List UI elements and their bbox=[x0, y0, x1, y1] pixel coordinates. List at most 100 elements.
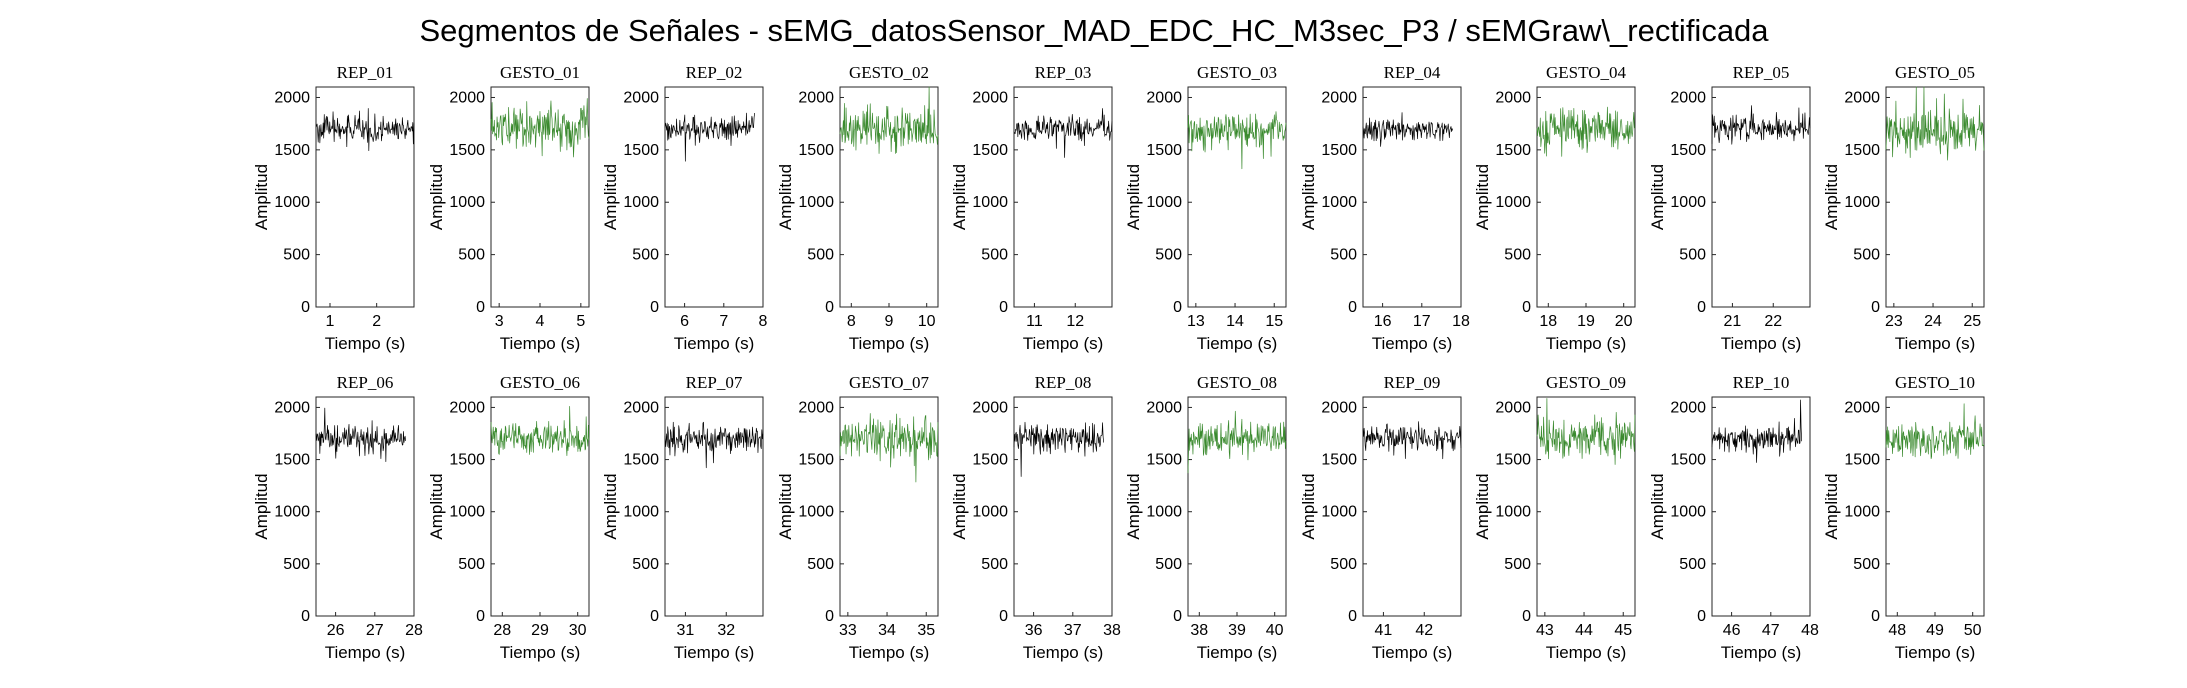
y-tick-label: 1000 bbox=[1670, 504, 1706, 521]
axes-box bbox=[839, 86, 939, 308]
y-axis-label: Amplitud bbox=[1124, 164, 1143, 230]
y-tick-label: 2000 bbox=[1495, 89, 1531, 106]
axes-box bbox=[1711, 396, 1811, 617]
signal-trace-rep-06 bbox=[315, 407, 406, 463]
y-axis-label: Amplitud bbox=[252, 164, 271, 230]
subplot-rep-01: REP_01 0 500 1000 1500 2000 1 2 Tiempo (s) Amplit… bbox=[252, 63, 415, 353]
axes-box bbox=[839, 396, 939, 617]
axes-box bbox=[1187, 396, 1287, 617]
y-tick-label: 1000 bbox=[972, 504, 1008, 521]
subplot-rep-10: REP_10 0 500 1000 1500 2000 46 47 48 Tiempo (s) Am… bbox=[1648, 373, 1819, 662]
x-tick-label: 9 bbox=[885, 313, 894, 330]
y-tick-label: 2000 bbox=[1670, 399, 1706, 416]
y-tick-label: 0 bbox=[301, 608, 310, 625]
subplot-title: REP_02 bbox=[686, 63, 743, 82]
y-tick-label: 1000 bbox=[1844, 194, 1880, 211]
x-axis-label: Tiempo (s) bbox=[1372, 334, 1453, 353]
y-axis-label: Amplitud bbox=[427, 473, 446, 539]
x-tick-label: 44 bbox=[1575, 622, 1593, 639]
y-tick-label: 2000 bbox=[1321, 399, 1357, 416]
y-axis-label: Amplitud bbox=[776, 473, 795, 539]
subplot-title: REP_04 bbox=[1384, 63, 1441, 82]
y-axis-label: Amplitud bbox=[601, 473, 620, 539]
y-tick-label: 500 bbox=[1504, 556, 1531, 573]
y-tick-label: 2000 bbox=[798, 399, 834, 416]
x-tick-label: 37 bbox=[1064, 622, 1082, 639]
x-tick-label: 27 bbox=[366, 622, 384, 639]
x-tick-label: 45 bbox=[1614, 622, 1632, 639]
axes-box bbox=[664, 396, 764, 617]
y-tick-label: 0 bbox=[476, 608, 485, 625]
axes-box bbox=[1711, 86, 1811, 308]
x-tick-label: 43 bbox=[1536, 622, 1554, 639]
subplot-title: GESTO_05 bbox=[1895, 63, 1975, 82]
axes-box bbox=[490, 396, 590, 617]
y-tick-label: 2000 bbox=[449, 89, 485, 106]
subplot-gesto-09: GESTO_09 0 500 1000 1500 2000 43 44 45 Tiempo (s)… bbox=[1473, 373, 1636, 662]
x-tick-label: 7 bbox=[719, 313, 728, 330]
y-tick-label: 0 bbox=[1173, 299, 1182, 316]
y-axis-label: Amplitud bbox=[1473, 164, 1492, 230]
x-tick-label: 5 bbox=[576, 313, 585, 330]
y-axis-label: Amplitud bbox=[950, 473, 969, 539]
y-tick-label: 1500 bbox=[1495, 452, 1531, 469]
y-axis-label: Amplitud bbox=[1299, 473, 1318, 539]
x-tick-label: 19 bbox=[1577, 313, 1595, 330]
y-tick-label: 500 bbox=[632, 556, 659, 573]
y-tick-label: 500 bbox=[458, 556, 485, 573]
x-tick-label: 17 bbox=[1413, 313, 1431, 330]
x-axis-label: Tiempo (s) bbox=[1197, 334, 1278, 353]
y-tick-label: 1500 bbox=[1844, 142, 1880, 159]
signal-trace-gesto-01 bbox=[490, 98, 590, 158]
y-tick-label: 2000 bbox=[1844, 399, 1880, 416]
y-tick-label: 1000 bbox=[1321, 504, 1357, 521]
y-tick-label: 0 bbox=[999, 299, 1008, 316]
subplot-gesto-08: GESTO_08 0 500 1000 1500 2000 38 39 40 Tiempo (s)… bbox=[1124, 373, 1287, 662]
y-tick-label: 0 bbox=[1173, 608, 1182, 625]
subplot-rep-05: REP_05 0 500 1000 1500 2000 21 22 Tiempo (s) Ampl… bbox=[1648, 63, 1811, 353]
x-tick-label: 24 bbox=[1924, 313, 1942, 330]
x-tick-label: 22 bbox=[1764, 313, 1782, 330]
signal-trace-gesto-06 bbox=[490, 406, 590, 457]
x-tick-label: 4 bbox=[536, 313, 545, 330]
y-tick-label: 500 bbox=[807, 556, 834, 573]
axes-box bbox=[1885, 396, 1985, 617]
y-tick-label: 2000 bbox=[274, 89, 310, 106]
y-tick-label: 500 bbox=[1853, 247, 1880, 264]
x-axis-label: Tiempo (s) bbox=[1895, 643, 1976, 662]
x-axis-label: Tiempo (s) bbox=[1546, 334, 1627, 353]
signal-trace-rep-04 bbox=[1362, 112, 1453, 147]
y-axis-label: Amplitud bbox=[1124, 473, 1143, 539]
y-tick-label: 2000 bbox=[1321, 89, 1357, 106]
signal-trace-gesto-07 bbox=[839, 413, 939, 483]
y-tick-label: 2000 bbox=[798, 89, 834, 106]
x-tick-label: 6 bbox=[680, 313, 689, 330]
x-axis-label: Tiempo (s) bbox=[674, 643, 755, 662]
x-tick-label: 3 bbox=[495, 313, 504, 330]
y-axis-label: Amplitud bbox=[776, 164, 795, 230]
y-tick-label: 1500 bbox=[1146, 452, 1182, 469]
x-tick-label: 30 bbox=[569, 622, 587, 639]
subplot-title: GESTO_08 bbox=[1197, 373, 1277, 392]
y-tick-label: 0 bbox=[1697, 608, 1706, 625]
subplot-title: GESTO_02 bbox=[849, 63, 929, 82]
y-tick-label: 500 bbox=[283, 556, 310, 573]
y-tick-label: 1000 bbox=[798, 504, 834, 521]
x-tick-label: 1 bbox=[326, 313, 335, 330]
y-axis-label: Amplitud bbox=[950, 164, 969, 230]
x-axis-label: Tiempo (s) bbox=[849, 643, 930, 662]
x-axis-label: Tiempo (s) bbox=[849, 334, 930, 353]
subplot-title: GESTO_10 bbox=[1895, 373, 1975, 392]
figure-title: Segmentos de Señales - sEMG_datosSensor_… bbox=[419, 13, 1769, 48]
signal-trace-rep-05 bbox=[1711, 105, 1811, 145]
y-tick-label: 1500 bbox=[1495, 142, 1531, 159]
subplot-title: REP_09 bbox=[1384, 373, 1441, 392]
x-tick-label: 40 bbox=[1266, 622, 1284, 639]
x-tick-label: 28 bbox=[405, 622, 423, 639]
x-tick-label: 48 bbox=[1801, 622, 1819, 639]
x-axis-label: Tiempo (s) bbox=[1895, 334, 1976, 353]
x-tick-label: 26 bbox=[327, 622, 345, 639]
x-tick-label: 12 bbox=[1066, 313, 1084, 330]
subplot-title: GESTO_07 bbox=[849, 373, 929, 392]
x-axis-label: Tiempo (s) bbox=[325, 643, 406, 662]
